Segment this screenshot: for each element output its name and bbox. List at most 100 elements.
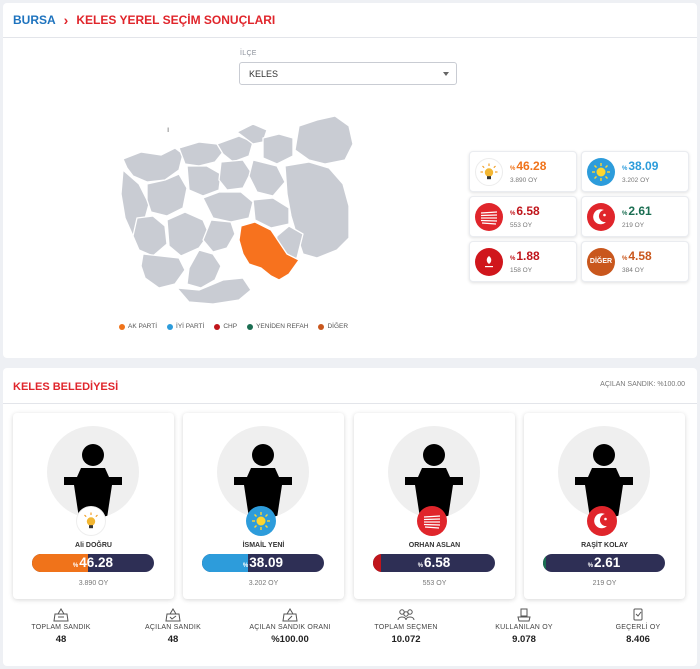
- voters-icon: [397, 609, 415, 621]
- map-region: [132, 215, 168, 257]
- divider: [3, 37, 697, 38]
- pct-prefix: %: [72, 563, 79, 569]
- party-result-card[interactable]: %2.61 219 OY: [581, 196, 689, 237]
- chp-arrows-icon: [417, 506, 447, 536]
- candidate-votes: 3.202 OY: [248, 580, 279, 587]
- candidate-name: İSMAİL YENİ: [242, 542, 285, 549]
- candidate-percent: 38.09: [249, 555, 284, 570]
- map-region: [248, 159, 286, 197]
- map-region: [178, 141, 224, 167]
- legend-dot: [167, 323, 174, 330]
- legend-dot: [318, 323, 325, 330]
- district-select[interactable]: KELES: [239, 62, 457, 85]
- opened-ballot-rate: AÇILAN SANDIK: %100.00: [600, 381, 685, 388]
- ballot-box-icon: [53, 608, 69, 622]
- party-result-card[interactable]: %1.88 158 OY: [469, 241, 577, 282]
- stat-total-ballot-boxes: TOPLAM SANDIK 48: [6, 608, 116, 645]
- candidate-percent: 46.28: [79, 555, 114, 570]
- stat-valid-votes: GEÇERLİ OY 8.406: [583, 608, 693, 645]
- map-region: [294, 115, 354, 165]
- breadcrumb: BURSA › KELES YEREL SEÇİM SONUÇLARI: [13, 13, 275, 27]
- party-result-card[interactable]: %46.28 3.890 OY: [469, 151, 577, 192]
- divider: [3, 403, 697, 404]
- candidate-card[interactable]: ORHAN ASLAN %6.58 553 OY: [354, 413, 515, 599]
- party-result-card[interactable]: %6.58 553 OY: [469, 196, 577, 237]
- stat-value: 8.406: [626, 634, 650, 645]
- legend-dot: [214, 323, 221, 330]
- result-votes: 553 OY: [510, 221, 533, 229]
- chevron-right-icon: ›: [63, 12, 69, 28]
- result-votes: 3.202 OY: [622, 176, 650, 184]
- map-region: [166, 211, 210, 257]
- ballot-percent-icon: [282, 608, 298, 622]
- pct-prefix: %: [622, 165, 628, 172]
- vote-share-fill: [32, 554, 89, 572]
- result-votes: 384 OY: [622, 266, 645, 274]
- candidate-card[interactable]: Ali DOĞRU %46.28 3.890 OY: [13, 413, 174, 599]
- party-result-card[interactable]: DİĞER %4.58 384 OY: [581, 241, 689, 282]
- candidate-card[interactable]: İSMAİL YENİ %38.09 3.202 OY: [183, 413, 344, 599]
- map-island-mark: ı: [167, 125, 169, 134]
- yenidenrefah-crescent-icon: [587, 506, 617, 536]
- vote-share-fill: [543, 554, 547, 572]
- map-legend: AK PARTİ İYİ PARTİ CHP YENİDEN REFAH DİĞ…: [119, 323, 348, 330]
- district-map-card: BURSA › KELES YEREL SEÇİM SONUÇLARI İLÇE…: [3, 3, 697, 358]
- iyiparti-sun-icon: [587, 157, 615, 186]
- district-select-label: İLÇE: [240, 50, 257, 57]
- pct-prefix: %: [587, 563, 594, 569]
- result-percent: 38.09: [628, 158, 659, 173]
- candidate-name: Ali DOĞRU: [75, 542, 112, 549]
- stat-votes-cast: KULLANILAN OY 9.078: [469, 608, 579, 645]
- breadcrumb-city-link[interactable]: BURSA: [13, 13, 56, 27]
- map-region: [122, 147, 184, 183]
- result-votes: 3.890 OY: [510, 176, 538, 184]
- municipality-results-card: KELES BELEDİYESİ AÇILAN SANDIK: %100.00 …: [3, 368, 697, 666]
- candidate-placeholder-avatar: [217, 426, 309, 518]
- vote-share-bar: %38.09: [202, 554, 324, 572]
- yenidenrefah-crescent-icon: [587, 202, 615, 231]
- candidate-name: RAŞİT KOLAY: [581, 542, 628, 549]
- vote-share-bar: %6.58: [373, 554, 495, 572]
- pct-prefix: %: [242, 563, 249, 569]
- stat-total-voters: TOPLAM SEÇMEN 10.072: [351, 608, 461, 645]
- legend-item: YENİDEN REFAH: [247, 323, 308, 330]
- candidate-votes: 3.890 OY: [78, 580, 109, 587]
- province-map: ı: [120, 115, 354, 305]
- candidate-votes: 219 OY: [592, 580, 617, 587]
- result-votes: 219 OY: [622, 221, 645, 229]
- map-region: [186, 249, 222, 289]
- candidate-placeholder-avatar: [558, 426, 650, 518]
- vote-share-bar: %46.28: [32, 554, 154, 572]
- pct-prefix: %: [510, 210, 516, 217]
- vote-cast-icon: [517, 608, 531, 622]
- stat-value: %100.00: [271, 634, 309, 645]
- legend-item: AK PARTİ: [119, 323, 157, 330]
- map-region: [146, 173, 188, 217]
- stat-value: 9.078: [512, 634, 536, 645]
- result-votes: 158 OY: [510, 266, 533, 274]
- legend-item: DİĞER: [318, 323, 348, 330]
- pct-prefix: %: [622, 210, 628, 217]
- vote-share-fill: [202, 554, 249, 572]
- party-results-grid: %46.28 3.890 OY %38.09 3.202 OY %6.58 553 O…: [469, 151, 689, 282]
- party-result-card[interactable]: %38.09 3.202 OY: [581, 151, 689, 192]
- map-region: [202, 219, 236, 253]
- map-region: [252, 197, 290, 229]
- candidate-card[interactable]: RAŞİT KOLAY %2.61 219 OY: [524, 413, 685, 599]
- akparti-bulb-icon: [475, 157, 503, 186]
- stat-label: TOPLAM SEÇMEN: [374, 624, 438, 631]
- stat-value: 48: [55, 634, 67, 645]
- stat-value: 10.072: [391, 634, 421, 645]
- stat-label: TOPLAM SANDIK: [31, 624, 91, 631]
- result-percent: 46.28: [516, 158, 547, 173]
- stat-label: GEÇERLİ OY: [615, 624, 661, 631]
- candidate-name: ORHAN ASLAN: [408, 542, 461, 549]
- vote-share-fill: [373, 554, 382, 572]
- iyiparti-sun-icon: [246, 506, 276, 536]
- map-region-keles: [238, 221, 300, 281]
- candidate-votes: 553 OY: [422, 580, 447, 587]
- diger-badge-icon: DİĞER: [587, 247, 615, 276]
- legend-item: CHP: [214, 323, 237, 330]
- party-emblem-icon: [475, 247, 503, 276]
- map-region: [236, 123, 268, 145]
